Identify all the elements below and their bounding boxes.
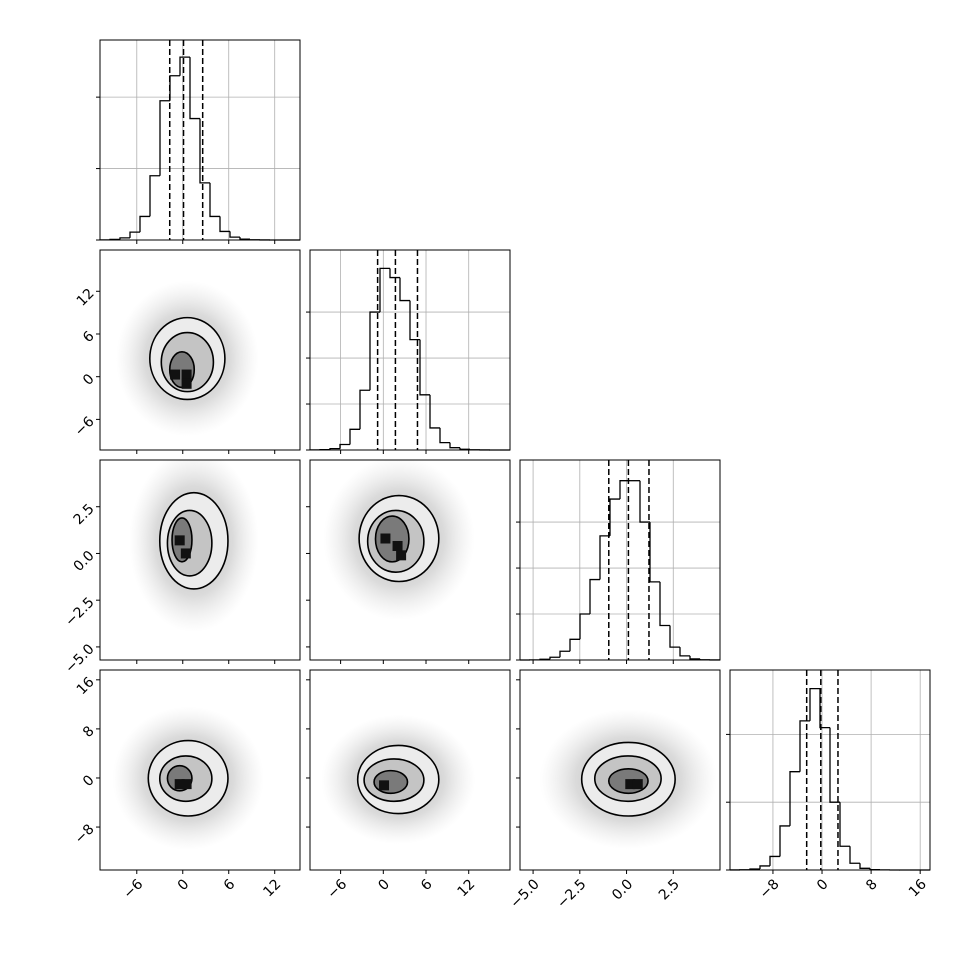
- density-cell: [633, 779, 643, 789]
- density-cell: [181, 548, 191, 558]
- panel-frame: [310, 250, 510, 450]
- density-cell: [182, 370, 192, 380]
- density-cell: [182, 379, 192, 389]
- density-cell: [380, 534, 390, 544]
- density-cell: [393, 541, 403, 551]
- density-cell: [396, 550, 406, 560]
- density-cell: [182, 779, 192, 789]
- density-cell: [175, 535, 185, 545]
- density-cell: [379, 780, 389, 790]
- density-cell: [170, 370, 180, 380]
